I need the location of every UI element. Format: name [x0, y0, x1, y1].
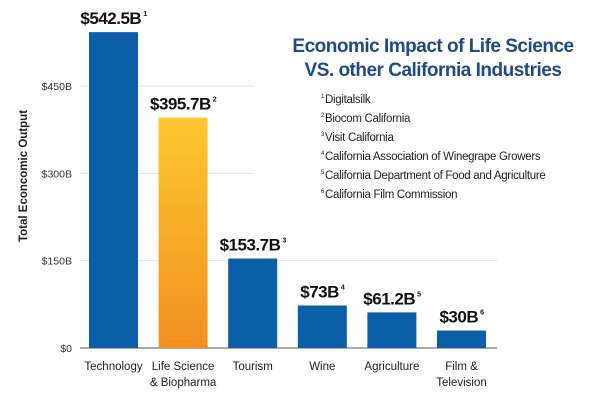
- y-tick-label: $450B: [42, 81, 72, 93]
- source-text: California Department of Food and Agricu…: [325, 170, 546, 182]
- bar: [437, 330, 486, 348]
- x-tick-label: & Biopharma: [150, 377, 217, 389]
- x-tick-label: Life Science: [152, 361, 215, 373]
- footnote-number: 3: [282, 238, 286, 245]
- source-item: 1Digitalsilk: [321, 94, 371, 106]
- footnote-number: 1: [321, 94, 325, 100]
- bar: [367, 312, 417, 348]
- x-tick-label: Wine: [309, 361, 335, 373]
- data-label: $30B 6: [439, 308, 484, 327]
- footnote-number: 5: [321, 170, 325, 176]
- source-text: Biocom California: [325, 113, 411, 125]
- footnote-number: 6: [480, 310, 484, 317]
- y-tick-label: $150B: [42, 256, 72, 268]
- bar: [89, 32, 138, 349]
- source-item: 4California Association of Winegrape Gro…: [321, 151, 541, 163]
- footnote-number: 4: [341, 284, 345, 291]
- source-text: California Association of Winegrape Grow…: [325, 151, 541, 163]
- data-label: $153.7B 3: [220, 236, 287, 255]
- source-item: 3Visit California: [321, 132, 394, 144]
- source-text: Digitalsilk: [325, 94, 371, 106]
- bar: [228, 258, 278, 348]
- source-text: California Film Commission: [325, 189, 458, 201]
- source-item: 2Biocom California: [321, 113, 410, 125]
- source-item: 5California Department of Food and Agric…: [321, 170, 546, 182]
- chart-title: Economic Impact of Life Science VS. othe…: [290, 35, 576, 83]
- data-label: $542.5B 1: [80, 9, 147, 28]
- source-item: 6California Film Commission: [321, 189, 458, 201]
- x-tick-label: Television: [436, 377, 487, 389]
- x-tick-label: Tourism: [233, 361, 273, 373]
- data-label: $395.7B 2: [150, 95, 217, 114]
- footnote-number: 3: [321, 132, 325, 138]
- footnote-number: 6: [321, 189, 325, 195]
- x-tick-label: Technology: [84, 361, 142, 373]
- source-text: Visit California: [325, 132, 394, 144]
- x-tick-label: Film &: [445, 361, 478, 373]
- footnote-number: 4: [321, 151, 325, 157]
- footnote-number: 1: [143, 11, 147, 18]
- footnote-number: 2: [321, 113, 325, 119]
- y-tick-label: $300B: [42, 168, 72, 180]
- y-tick-label: $0: [60, 343, 72, 355]
- y-axis-label: Total Econcomic Output: [18, 110, 30, 242]
- footnote-number: 5: [417, 291, 421, 298]
- data-label: $73B 4: [300, 282, 345, 301]
- chart-title-line-1: Economic Impact of Life Science: [292, 36, 574, 57]
- footnote-number: 2: [213, 97, 217, 104]
- x-tick-label: Agriculture: [364, 361, 419, 373]
- bar: [158, 117, 208, 348]
- bar: [297, 305, 347, 348]
- data-label: $61.2B 5: [363, 289, 421, 308]
- chart-title-line-2: VS. other California Industries: [304, 60, 562, 81]
